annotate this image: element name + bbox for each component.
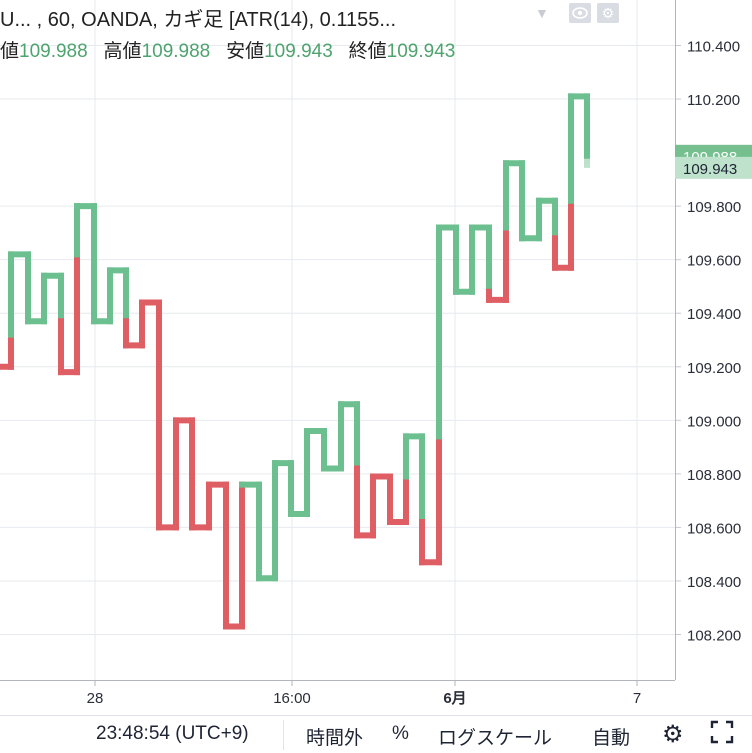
log-scale-toggle[interactable]: ログスケール xyxy=(438,728,553,749)
price-tick-label: 108.400 xyxy=(687,574,741,591)
chart-plot-area[interactable] xyxy=(0,0,675,680)
price-label-bg xyxy=(675,156,752,179)
open-value: 109.988 xyxy=(19,41,88,62)
time-tick-label: 28 xyxy=(87,690,104,707)
legend-title-row: U... , 60, OANDA, カギ足 [ATR(14), 0.1155..… xyxy=(0,3,396,32)
clock-timezone[interactable]: 23:48:54 (UTC+9) xyxy=(96,723,249,744)
price-tick-label: 108.600 xyxy=(687,520,741,537)
close-value: 109.943 xyxy=(386,41,456,62)
price-tick-label: 109.800 xyxy=(687,199,741,216)
legend-controls: ▼ ⚙ xyxy=(535,3,619,23)
time-axis-scale: 28 16:00 6月 7 xyxy=(0,680,675,707)
low-label: 安値 xyxy=(226,41,265,62)
time-axis[interactable]: 28 16:00 6月 7 xyxy=(0,680,675,715)
bottom-toolbar: 23:48:54 (UTC+9) 時間外 % ログスケール 自動 ⚙ xyxy=(0,715,752,753)
price-tick-label: 109.000 xyxy=(687,413,741,430)
auto-scale-toggle[interactable]: 自動 xyxy=(592,728,631,749)
time-tick-label: 16:00 xyxy=(273,690,311,707)
low-value: 109.943 xyxy=(264,41,333,62)
fullscreen-icon[interactable] xyxy=(710,720,734,750)
price-tick-label: 108.800 xyxy=(687,467,741,484)
high-value: 109.988 xyxy=(141,41,211,62)
gear-icon[interactable]: ⚙ xyxy=(596,3,619,23)
percent-scale-toggle[interactable]: % xyxy=(392,723,409,744)
price-tick-label: 110.200 xyxy=(687,92,740,109)
time-tick-label: 6月 xyxy=(443,690,466,707)
ohlc-legend: 値109.988 高値109.988 安値109.943 終値109.943 xyxy=(0,36,455,63)
divider xyxy=(283,720,284,750)
chevron-down-icon[interactable]: ▼ xyxy=(535,5,549,21)
price-tick-label: 108.200 xyxy=(687,627,741,644)
time-tick-label: 7 xyxy=(633,690,641,707)
high-label: 高値 xyxy=(103,41,142,62)
close-label: 終値 xyxy=(348,41,387,62)
kagi-chart xyxy=(0,0,675,680)
eye-icon[interactable] xyxy=(568,3,591,23)
open-label: 値 xyxy=(0,41,20,62)
price-tick-label: 109.200 xyxy=(687,360,741,377)
price-label-text: 109.943 xyxy=(683,161,737,178)
price-axis[interactable]: 110.400 110.200 109.800 109.600 109.400 109.2… xyxy=(675,0,752,680)
price-tick-label: 110.400 xyxy=(687,39,740,56)
settings-gear-icon[interactable]: ⚙ xyxy=(662,721,684,748)
session-toggle[interactable]: 時間外 xyxy=(306,728,364,749)
price-label: 109.943 xyxy=(675,156,752,179)
legend-title: U... , 60, OANDA, カギ足 [ATR(14), 0.1155..… xyxy=(0,9,397,31)
price-axis-scale: 110.400 110.200 109.800 109.600 109.400 109.2… xyxy=(675,0,752,680)
price-tick-label: 109.400 xyxy=(687,306,741,323)
price-tick-label: 109.600 xyxy=(687,253,741,270)
